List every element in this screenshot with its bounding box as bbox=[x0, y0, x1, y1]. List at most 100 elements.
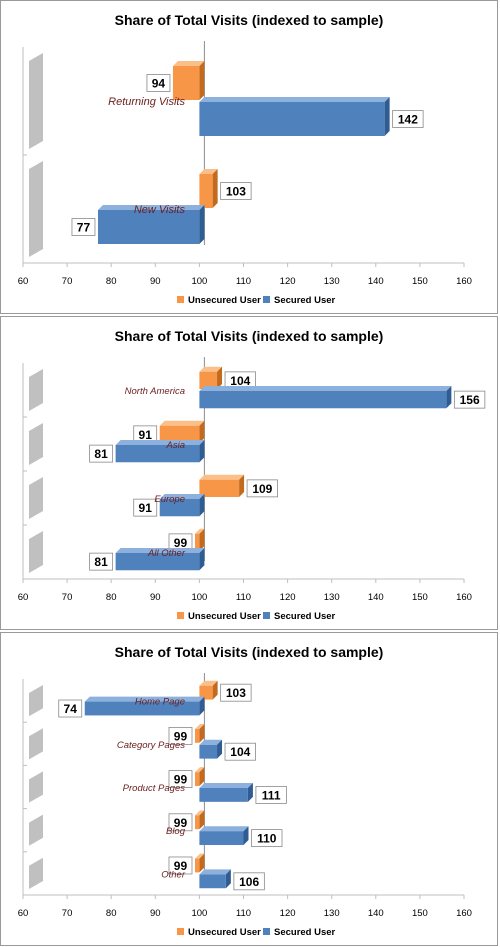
unsecured-value-label: 109 bbox=[246, 479, 278, 498]
unsecured-bar bbox=[199, 169, 218, 208]
secured-value-label: 104 bbox=[224, 742, 256, 761]
svg-text:142: 142 bbox=[398, 113, 418, 127]
svg-text:81: 81 bbox=[94, 555, 108, 569]
svg-text:109: 109 bbox=[252, 482, 272, 496]
unsecured-value-label: 91 bbox=[133, 425, 158, 444]
chart-page-type: Share of Total Visits (indexed to sample… bbox=[18, 644, 472, 938]
x-tick-label: 130 bbox=[324, 908, 340, 919]
legend-label-unsecured: Unsecured User bbox=[188, 927, 261, 938]
secured-bar bbox=[199, 826, 249, 846]
wall-segment bbox=[29, 477, 43, 519]
secured-value-label: 81 bbox=[89, 552, 114, 571]
wall-segment bbox=[29, 531, 43, 573]
wall-segment bbox=[29, 685, 43, 717]
category-label: Product Pages bbox=[123, 783, 186, 794]
category-label: All Other bbox=[147, 548, 186, 559]
wall-segment bbox=[29, 369, 43, 411]
unsecured-bar bbox=[194, 853, 205, 873]
secured-value-label: 74 bbox=[58, 699, 83, 718]
x-tick-label: 90 bbox=[150, 908, 161, 919]
chart-visit-type: Share of Total Visits (indexed to sample… bbox=[18, 12, 472, 306]
legend-swatch-secured bbox=[263, 928, 270, 935]
x-tick-label: 160 bbox=[456, 908, 472, 919]
unsecured-bar bbox=[199, 474, 245, 497]
unsecured-bar bbox=[194, 723, 205, 743]
x-tick-label: 150 bbox=[412, 592, 428, 603]
x-tick-label: 80 bbox=[106, 276, 117, 287]
legend: Unsecured User Secured User bbox=[177, 611, 336, 622]
svg-text:103: 103 bbox=[226, 686, 246, 700]
x-tick-label: 110 bbox=[236, 592, 251, 603]
x-tick-label: 90 bbox=[150, 276, 161, 287]
legend-label-secured: Secured User bbox=[274, 611, 336, 622]
unsecured-bar bbox=[194, 767, 205, 786]
legend-swatch-unsecured bbox=[177, 612, 184, 619]
chart-title: Share of Total Visits (indexed to sample… bbox=[115, 328, 384, 344]
legend-label-secured: Secured User bbox=[274, 927, 336, 938]
svg-text:99: 99 bbox=[174, 816, 188, 830]
x-tick-label: 130 bbox=[324, 592, 340, 603]
secured-value-label: 111 bbox=[255, 786, 287, 804]
wall-segment bbox=[29, 423, 43, 465]
svg-text:91: 91 bbox=[139, 501, 153, 515]
wall-segment bbox=[29, 771, 43, 803]
legend-swatch-unsecured bbox=[177, 296, 184, 303]
svg-text:94: 94 bbox=[152, 77, 166, 91]
wall-segment bbox=[29, 814, 43, 846]
x-tick-label: 120 bbox=[280, 592, 296, 603]
x-tick-label: 120 bbox=[280, 908, 296, 919]
secured-value-label: 156 bbox=[453, 390, 486, 409]
chart-title: Share of Total Visits (indexed to sample… bbox=[115, 644, 384, 660]
secured-value-label: 77 bbox=[71, 218, 96, 236]
category-label: Returning Visits bbox=[108, 96, 185, 108]
svg-text:91: 91 bbox=[139, 428, 153, 442]
unsecured-bar bbox=[194, 810, 205, 830]
svg-text:77: 77 bbox=[77, 221, 91, 235]
category-label: Other bbox=[161, 869, 186, 880]
secured-value-label: 106 bbox=[233, 872, 265, 891]
unsecured-value-label: 104 bbox=[224, 371, 256, 390]
x-tick-label: 80 bbox=[106, 908, 117, 919]
unsecured-value-label: 99 bbox=[168, 856, 193, 875]
chart-title: Share of Total Visits (indexed to sample… bbox=[115, 12, 384, 28]
secured-value-label: 142 bbox=[392, 110, 424, 128]
x-tick-label: 100 bbox=[191, 908, 207, 919]
svg-text:74: 74 bbox=[64, 702, 78, 716]
legend: Unsecured User Secured User bbox=[177, 295, 336, 306]
svg-text:99: 99 bbox=[174, 729, 188, 743]
legend-label-secured: Secured User bbox=[274, 295, 336, 306]
x-tick-label: 140 bbox=[368, 592, 384, 603]
svg-text:156: 156 bbox=[460, 393, 480, 407]
secured-bar bbox=[84, 696, 205, 716]
unsecured-bar bbox=[199, 680, 218, 700]
svg-text:99: 99 bbox=[174, 536, 188, 550]
secured-bar bbox=[199, 783, 253, 802]
x-tick-label: 110 bbox=[236, 276, 251, 287]
svg-text:111: 111 bbox=[262, 788, 281, 802]
svg-text:99: 99 bbox=[174, 773, 188, 787]
category-label: North America bbox=[125, 386, 185, 397]
svg-text:104: 104 bbox=[230, 745, 250, 759]
unsecured-value-label: 99 bbox=[168, 813, 193, 832]
x-tick-label: 140 bbox=[368, 276, 384, 287]
x-tick-label: 140 bbox=[368, 908, 384, 919]
x-tick-label: 60 bbox=[18, 592, 29, 603]
secured-bar bbox=[115, 548, 205, 571]
x-tick-label: 150 bbox=[412, 908, 428, 919]
chart-region: Share of Total Visits (indexed to sample… bbox=[18, 328, 486, 622]
category-label: Blog bbox=[166, 826, 186, 837]
wall-segment bbox=[29, 161, 43, 257]
svg-text:103: 103 bbox=[226, 185, 246, 199]
unsecured-value-label: 99 bbox=[168, 770, 193, 788]
secured-value-label: 81 bbox=[89, 444, 114, 463]
chart-panel-page-type: Share of Total Visits (indexed to sample… bbox=[0, 632, 498, 946]
x-tick-label: 80 bbox=[106, 592, 117, 603]
x-tick-label: 70 bbox=[62, 592, 73, 603]
x-tick-label: 160 bbox=[456, 276, 472, 287]
unsecured-bar bbox=[199, 366, 223, 389]
secured-bar bbox=[115, 440, 205, 463]
unsecured-bar bbox=[159, 420, 205, 443]
svg-text:104: 104 bbox=[230, 374, 250, 388]
secured-bar bbox=[199, 739, 223, 759]
x-tick-label: 90 bbox=[150, 592, 161, 603]
